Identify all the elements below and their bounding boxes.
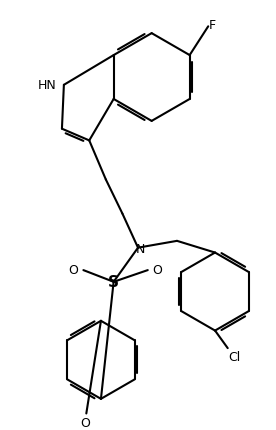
Text: O: O bbox=[153, 263, 163, 276]
Text: O: O bbox=[69, 263, 78, 276]
Text: Cl: Cl bbox=[229, 350, 241, 363]
Text: S: S bbox=[108, 275, 119, 290]
Text: F: F bbox=[209, 19, 216, 32]
Text: HN: HN bbox=[37, 79, 56, 92]
Text: O: O bbox=[80, 416, 90, 430]
Text: N: N bbox=[135, 243, 145, 255]
